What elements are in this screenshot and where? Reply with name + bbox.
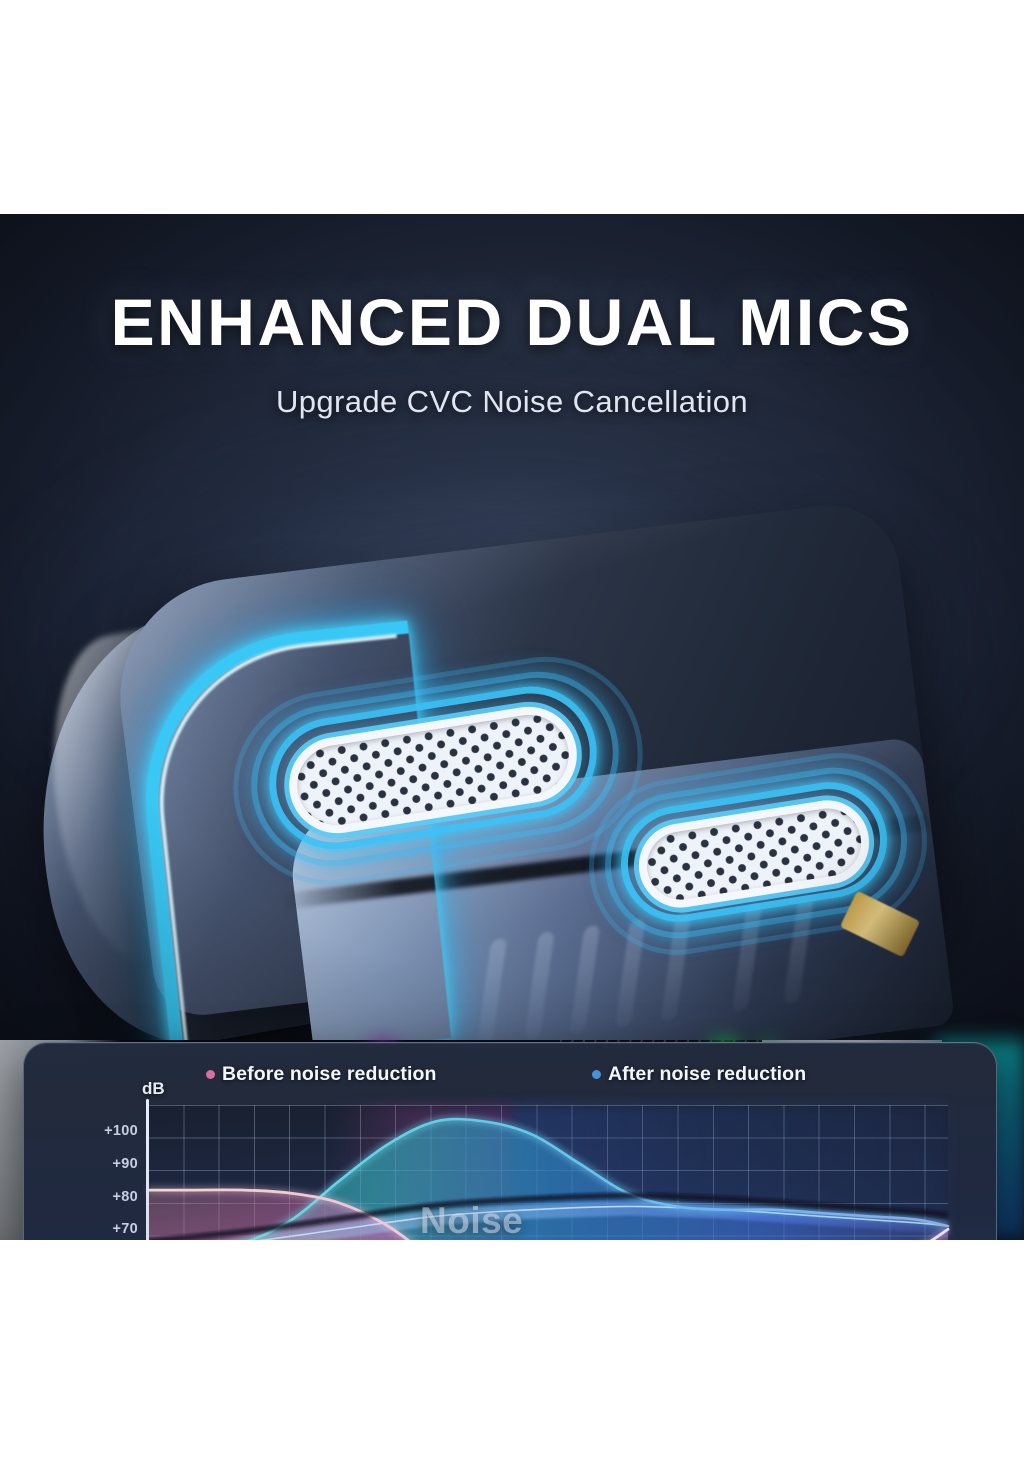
legend-item-before: Before noise reduction: [206, 1063, 437, 1086]
after-curve-line: [247, 1117, 950, 1240]
y-tick-label: +90: [112, 1155, 138, 1172]
dark-ribbon: [147, 1192, 949, 1240]
legend-label-after: After noise reduction: [608, 1063, 807, 1085]
before-curve-line: [146, 1188, 950, 1240]
banner-headings: ENHANCED DUAL MICS Upgrade CVC Noise Can…: [0, 214, 1024, 420]
y-tick-label: +100: [104, 1123, 138, 1140]
y-tick-label: +70: [112, 1221, 138, 1238]
page-title: ENHANCED DUAL MICS: [110, 285, 914, 359]
y-tick-label: +80: [112, 1188, 138, 1205]
legend-dot-pink: [206, 1070, 215, 1079]
legend-item-after: After noise reduction: [592, 1063, 806, 1086]
noise-reduction-chart-panel: Before noise reduction After noise reduc…: [23, 1042, 997, 1240]
chart-plot-area: Noise: [146, 1099, 950, 1240]
page-subtitle: Upgrade CVC Noise Cancellation: [275, 384, 749, 419]
legend-label-before: Before noise reduction: [222, 1063, 437, 1085]
chart-legend: Before noise reduction After noise reduc…: [24, 1063, 996, 1091]
legend-dot-blue: [592, 1070, 601, 1079]
product-banner: ENHANCED DUAL MICS Upgrade CVC Noise Can…: [0, 214, 1024, 1240]
y-axis-unit-label: dB: [142, 1079, 165, 1098]
y-axis-tick-labels: +100+90+80+70+60+50+40+30: [72, 1105, 138, 1240]
y-axis-line: [146, 1099, 149, 1240]
chart-curves: [146, 1115, 950, 1240]
